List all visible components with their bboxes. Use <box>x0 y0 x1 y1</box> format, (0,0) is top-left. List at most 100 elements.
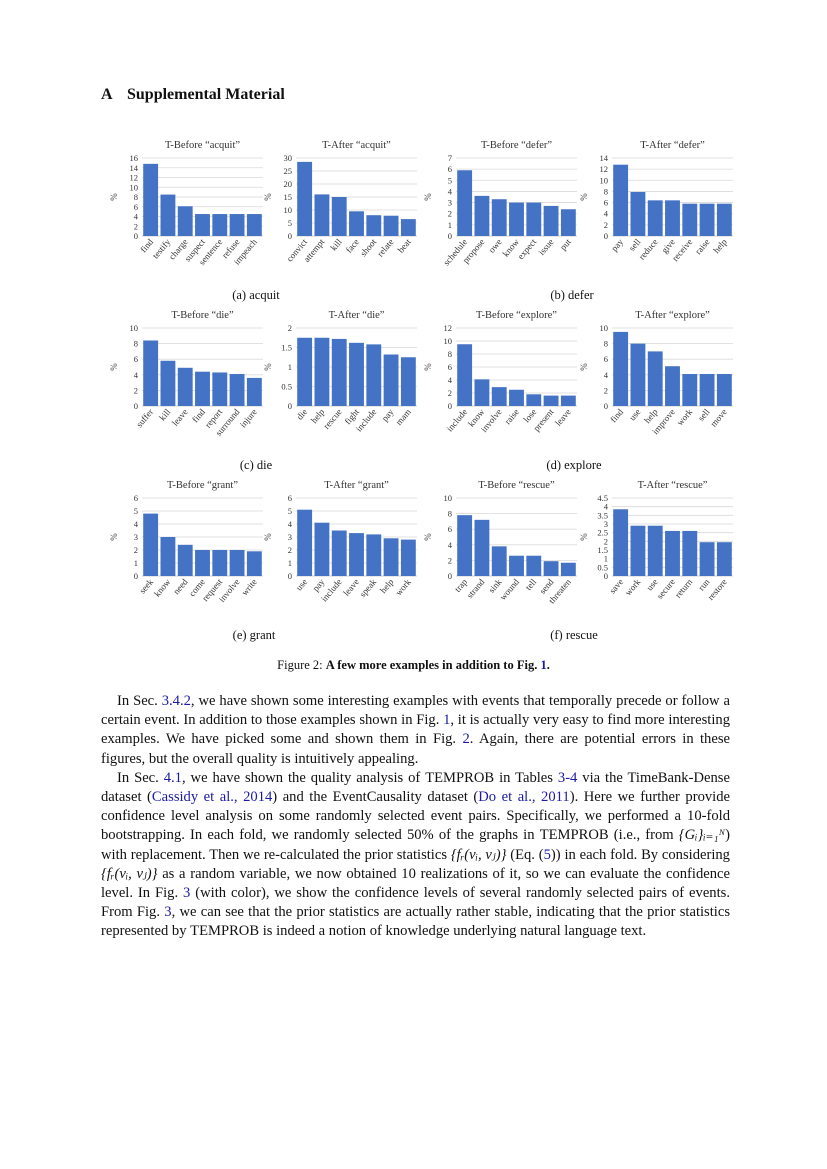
y-axis-label: % <box>263 533 273 541</box>
y-tick-label: 0.5 <box>281 382 292 392</box>
section-ref-link[interactable]: 3.4.2 <box>161 693 191 709</box>
chart-title: T-After “grant” <box>324 480 389 491</box>
figure-caption-text: A few more examples in addition to Fig. <box>325 658 538 672</box>
paragraph-2: In Sec. 4.1, we have shown the quality a… <box>101 769 730 942</box>
y-tick-label: 8 <box>134 339 138 349</box>
y-tick-label: 1 <box>134 558 138 568</box>
bar-leave <box>560 395 576 406</box>
text: ) and the EventCausality dataset ( <box>272 789 479 806</box>
y-tick-label: 12 <box>130 173 139 183</box>
subcaption-die: (c) die <box>239 458 273 472</box>
x-category-label: leave <box>170 407 190 428</box>
bar-charge <box>177 206 193 236</box>
x-category-label: help <box>711 236 729 255</box>
bar-work <box>400 539 416 576</box>
text: is indeed a notion of knowledge underlyi… <box>262 923 647 940</box>
bar-work <box>630 525 646 576</box>
math-prior-stats: {fᵣ(vᵢ, vⱼ)} <box>450 846 507 863</box>
x-category-label: work <box>393 576 413 597</box>
text: , we can see that the prior statistics a… <box>101 904 730 940</box>
y-tick-label: 4 <box>448 375 453 385</box>
chart-title: T-Before “rescue” <box>478 480 555 491</box>
y-axis-label: % <box>423 533 433 541</box>
y-tick-label: 4 <box>134 370 139 380</box>
figure-ref-link[interactable]: 3 <box>164 904 172 921</box>
y-tick-label: 6 <box>448 164 452 174</box>
bar-owe <box>491 199 507 236</box>
figure-caption: Figure 2: A few more examples in additio… <box>0 658 827 673</box>
temprob-name: TEMPROB <box>190 923 260 940</box>
x-category-label: pay <box>609 236 625 253</box>
y-tick-label: 5 <box>288 506 292 516</box>
paragraph-1: In Sec. 3.4.2, we have shown some intere… <box>101 692 730 769</box>
y-tick-label: 4 <box>604 370 609 380</box>
figure-ref-link[interactable]: 1 <box>540 658 547 672</box>
text: (i.e., from <box>613 827 674 844</box>
x-category-label: rescue <box>321 407 343 431</box>
bar-trap <box>457 515 473 576</box>
y-axis-label: % <box>109 363 119 371</box>
y-tick-label: 1.5 <box>281 343 292 353</box>
section-title: Supplemental Material <box>127 86 285 103</box>
y-tick-label: 2 <box>448 388 452 398</box>
y-tick-label: 3 <box>604 519 608 529</box>
y-tick-label: 8 <box>134 192 138 202</box>
chart-tbefore-acquit: T-Before “acquit”%0246810121416findtesti… <box>109 140 263 267</box>
x-category-label: find <box>608 406 625 424</box>
bar-propose <box>474 195 490 236</box>
figure-caption-end: . <box>546 658 550 672</box>
bar-sell <box>699 374 715 406</box>
x-category-label: move <box>708 407 729 429</box>
bar-surround <box>229 374 245 406</box>
y-tick-label: 4 <box>448 186 453 196</box>
bar-issue <box>543 205 559 236</box>
y-tick-label: 0 <box>134 401 138 411</box>
bar-leave <box>177 367 193 406</box>
bar-involve <box>229 550 245 576</box>
bar-refuse <box>229 214 245 236</box>
bar-leave <box>349 533 364 576</box>
bar-shoot <box>366 215 382 236</box>
bar-save <box>613 509 629 576</box>
y-tick-label: 10 <box>284 205 293 215</box>
figure-ref-link[interactable]: 2 <box>462 731 470 748</box>
bar-seek <box>143 513 159 576</box>
y-tick-label: 2 <box>604 220 608 230</box>
math-prior-stats: {fᵣ(vᵢ, vⱼ)} <box>101 865 158 882</box>
x-category-label: die <box>294 407 309 422</box>
bar-raise <box>509 389 524 406</box>
x-category-label: kill <box>328 236 344 252</box>
bar-fight <box>349 342 364 406</box>
citation-link[interactable]: Do et al., 2011 <box>478 789 570 806</box>
bar-threaten <box>560 562 576 576</box>
bar-sell <box>630 191 646 236</box>
y-axis-label: % <box>579 533 589 541</box>
citation-link[interactable]: Cassidy et al., 2014 <box>151 789 273 806</box>
y-tick-label: 2 <box>604 385 608 395</box>
section-ref-link[interactable]: 4.1 <box>163 769 182 786</box>
equation-ref-link[interactable]: 5 <box>543 846 551 863</box>
bar-secure <box>665 530 680 576</box>
bar-pay <box>383 354 399 406</box>
y-tick-label: 14 <box>600 153 609 163</box>
body-text: In Sec. 3.4.2, we have shown some intere… <box>101 692 730 942</box>
y-tick-label: 5 <box>134 506 138 516</box>
y-tick-label: 2 <box>448 555 452 565</box>
bar-know <box>474 379 490 406</box>
figure-ref-link[interactable]: 3 <box>183 885 191 902</box>
bar-present <box>543 395 559 406</box>
figure-ref-link[interactable]: 1 <box>443 712 451 729</box>
x-category-label: use <box>294 577 309 593</box>
bar-help <box>383 538 399 576</box>
y-axis-label: % <box>263 193 273 201</box>
x-category-label: shoot <box>358 236 379 258</box>
y-tick-label: 2 <box>134 545 138 555</box>
y-tick-label: 0 <box>604 231 608 241</box>
y-tick-label: 10 <box>130 182 139 192</box>
bar-attempt <box>314 194 330 236</box>
temprob-name: TEMPROB <box>539 827 609 844</box>
x-category-label: leave <box>341 577 361 598</box>
table-ref-link[interactable]: 3-4 <box>557 769 578 786</box>
